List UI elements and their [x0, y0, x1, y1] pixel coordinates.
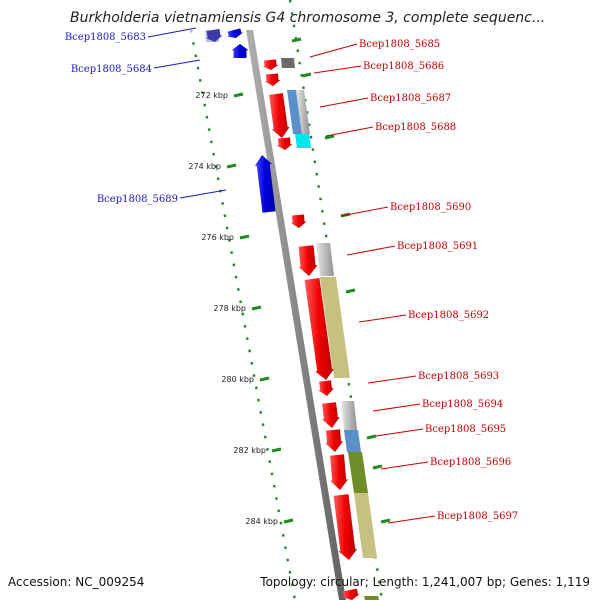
gene-arrow: [290, 214, 307, 228]
scale-tick-label: 280 kbp: [221, 375, 254, 384]
gene-label-bcep1808-5690[interactable]: Bcep1808_5690: [390, 202, 471, 213]
scale-tick-label: 284 kbp: [245, 517, 278, 526]
gene-arrow: [342, 588, 360, 600]
feature-block: [354, 493, 377, 558]
leader-line: [358, 314, 407, 323]
gene-arrow: [264, 73, 281, 86]
gene-arrow: [254, 155, 276, 213]
scale-tick-mark: [283, 518, 294, 524]
scale-tick-label: 276 kbp: [201, 233, 234, 242]
gene-label-bcep1808-5694[interactable]: Bcep1808_5694: [422, 399, 503, 410]
gene-label-bcep1808-5687[interactable]: Bcep1808_5687: [370, 93, 451, 104]
leader-line: [153, 59, 201, 69]
accession-label: Accession:: [8, 575, 72, 589]
gene-arrow: [276, 137, 293, 150]
gene-label-bcep1808-5696[interactable]: Bcep1808_5696: [430, 457, 511, 468]
leader-line: [340, 206, 389, 217]
gene-arrows: [205, 28, 360, 600]
gene-arrow: [269, 93, 290, 138]
scale-tick-mark: [233, 92, 244, 98]
gene-arrow: [330, 454, 349, 490]
gene-label-bcep1808-5688[interactable]: Bcep1808_5688: [375, 122, 456, 133]
genes-value: 1,119: [555, 575, 590, 589]
gene-arrow: [298, 245, 318, 276]
gene-label-bcep1808-5693[interactable]: Bcep1808_5693: [418, 371, 499, 382]
dotted-guide-lines: [189, 0, 384, 600]
gene-arrow: [321, 402, 340, 428]
topology-label: Topology:: [260, 575, 317, 589]
genes-label: Genes:: [509, 575, 552, 589]
feature-track: [205, 30, 379, 600]
scale-tick-mark: [239, 234, 250, 240]
leader-line: [372, 403, 421, 412]
gene-label-bcep1808-5685[interactable]: Bcep1808_5685: [359, 39, 440, 50]
feature-block: [320, 277, 350, 378]
scale-tick-mark: [251, 305, 262, 311]
gene-label-bcep1808-5689[interactable]: Bcep1808_5689: [97, 194, 178, 205]
leader-line: [147, 27, 197, 38]
gene-label-bcep1808-5697[interactable]: Bcep1808_5697: [437, 511, 518, 522]
scale-tick-mark: [291, 37, 302, 43]
accession-info: Accession: NC_009254: [8, 575, 144, 589]
feature-block: [348, 452, 368, 493]
scale-tick-mark: [345, 288, 356, 294]
leader-line: [313, 65, 362, 74]
leader-line: [367, 375, 417, 384]
gene-labels: Bcep1808_5683 Bcep1808_5684 Bcep1808_5689 B…: [65, 27, 518, 524]
gene-label-bcep1808-5686[interactable]: Bcep1808_5686: [363, 61, 444, 72]
gene-label-bcep1808-5691[interactable]: Bcep1808_5691: [397, 241, 478, 252]
scale-ticks: 272 kbp 274 kbp 276 kbp 278 kbp 280 kbp 282 k…: [188, 37, 391, 526]
feature-block: [295, 134, 311, 148]
feature-block: [364, 596, 379, 600]
leader-line: [319, 97, 369, 108]
leader-line: [325, 126, 374, 137]
gene-arrow: [304, 278, 334, 380]
scale-tick-mark: [301, 72, 312, 78]
gene-arrow: [262, 59, 279, 70]
backbone: [246, 30, 346, 600]
scale-tick-mark: [372, 464, 383, 470]
length-value: 1,241,007 bp;: [421, 575, 507, 589]
scale-tick-mark: [380, 518, 391, 524]
gene-label-bcep1808-5692[interactable]: Bcep1808_5692: [408, 310, 489, 321]
feature-block: [296, 90, 310, 134]
scale-tick-mark: [226, 163, 237, 169]
scale-tick-label: 282 kbp: [233, 446, 266, 455]
gene-label-bcep1808-5695[interactable]: Bcep1808_5695: [425, 424, 506, 435]
feature-block: [281, 58, 295, 68]
gene-arrow: [205, 28, 223, 42]
feature-block: [287, 90, 302, 134]
leader-line: [179, 189, 227, 199]
length-label: Length:: [372, 575, 419, 589]
feature-block: [341, 401, 357, 430]
sequence-summary: Topology: circular; Length: 1,241,007 bp…: [260, 575, 590, 589]
map-title: Burkholderia vietnamiensis G4 chromosome…: [70, 10, 546, 26]
leader-line: [380, 461, 429, 470]
scale-tick-mark: [259, 376, 270, 382]
leader-line: [309, 43, 358, 58]
leader-line: [375, 428, 424, 437]
scale-tick-mark: [324, 134, 335, 140]
gene-arrow: [318, 380, 334, 396]
scale-tick-label: 272 kbp: [195, 91, 228, 100]
scale-tick-label: 274 kbp: [188, 162, 221, 171]
scale-tick-label: 278 kbp: [213, 304, 246, 313]
feature-block: [316, 243, 334, 276]
leader-line: [346, 245, 396, 256]
feature-block: [344, 430, 361, 452]
gene-arrow: [231, 44, 249, 58]
gene-label-bcep1808-5683[interactable]: Bcep1808_5683: [65, 32, 146, 43]
scale-tick-mark: [366, 434, 377, 440]
gene-arrow: [325, 429, 344, 452]
gene-arrow: [333, 494, 358, 560]
gene-label-bcep1808-5684[interactable]: Bcep1808_5684: [71, 64, 152, 75]
leader-line: [387, 515, 436, 524]
topology-value: circular;: [320, 575, 369, 589]
gene-arrow: [226, 28, 244, 38]
accession-value: NC_009254: [75, 575, 145, 589]
scale-tick-mark: [271, 447, 282, 453]
